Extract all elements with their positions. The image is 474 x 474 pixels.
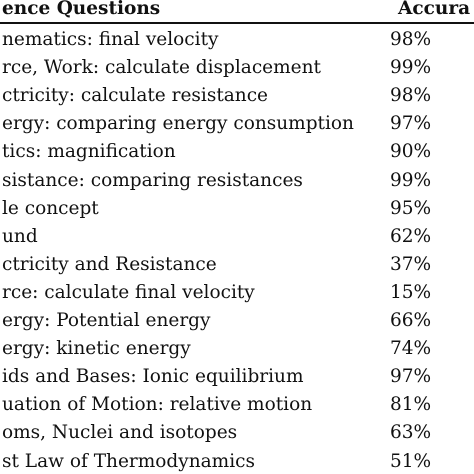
accuracy-cell: 98%	[390, 85, 432, 107]
question-cell: ergy: Potential energy	[2, 310, 211, 331]
question-cell: ergy: kinetic energy	[2, 338, 191, 360]
column-header: Accura	[398, 0, 471, 19]
question-cell: ids and Bases: Ionic equilibrium	[2, 366, 304, 388]
accuracy-cell: 74%	[390, 338, 432, 360]
question-cell: tics: magnification	[2, 141, 176, 163]
accuracy-cell: 81%	[390, 394, 432, 416]
question-cell: ergy: comparing energy consumption	[2, 113, 354, 135]
accuracy-cell: 97%	[390, 366, 432, 388]
question-cell: rce: calculate final velocity	[2, 281, 255, 303]
question-cell: le concept	[2, 197, 99, 219]
question-cell: ctricity: calculate resistance	[2, 85, 269, 107]
accuracy-cell: 99%	[390, 57, 432, 79]
question-cell: sistance: comparing resistances	[2, 169, 303, 191]
accuracy-cell: 95%	[390, 197, 432, 219]
column-header: ence Questions	[2, 0, 161, 19]
accuracy-cell: 62%	[390, 225, 432, 247]
question-cell: und	[2, 225, 38, 247]
question-cell: uation of Motion: relative motion	[2, 394, 313, 416]
accuracy-cell: 37%	[390, 253, 432, 275]
accuracy-cell: 51%	[390, 450, 432, 472]
question-cell: ctricity and Resistance	[2, 253, 217, 275]
accuracy-cell: 99%	[390, 169, 432, 191]
question-cell: rce, Work: calculate displacement	[2, 57, 321, 79]
accuracy-cell: 66%	[390, 310, 432, 331]
question-cell: nematics: final velocity	[2, 29, 219, 50]
question-cell: st Law of Thermodynamics	[2, 450, 255, 472]
accuracy-cell: 15%	[390, 281, 432, 303]
header-rule	[0, 22, 474, 24]
accuracy-cell: 97%	[390, 113, 432, 135]
question-cell: oms, Nuclei and isotopes	[2, 422, 238, 444]
accuracy-cell: 63%	[390, 422, 432, 444]
accuracy-cell: 98%	[390, 29, 432, 50]
accuracy-cell: 90%	[390, 141, 432, 163]
